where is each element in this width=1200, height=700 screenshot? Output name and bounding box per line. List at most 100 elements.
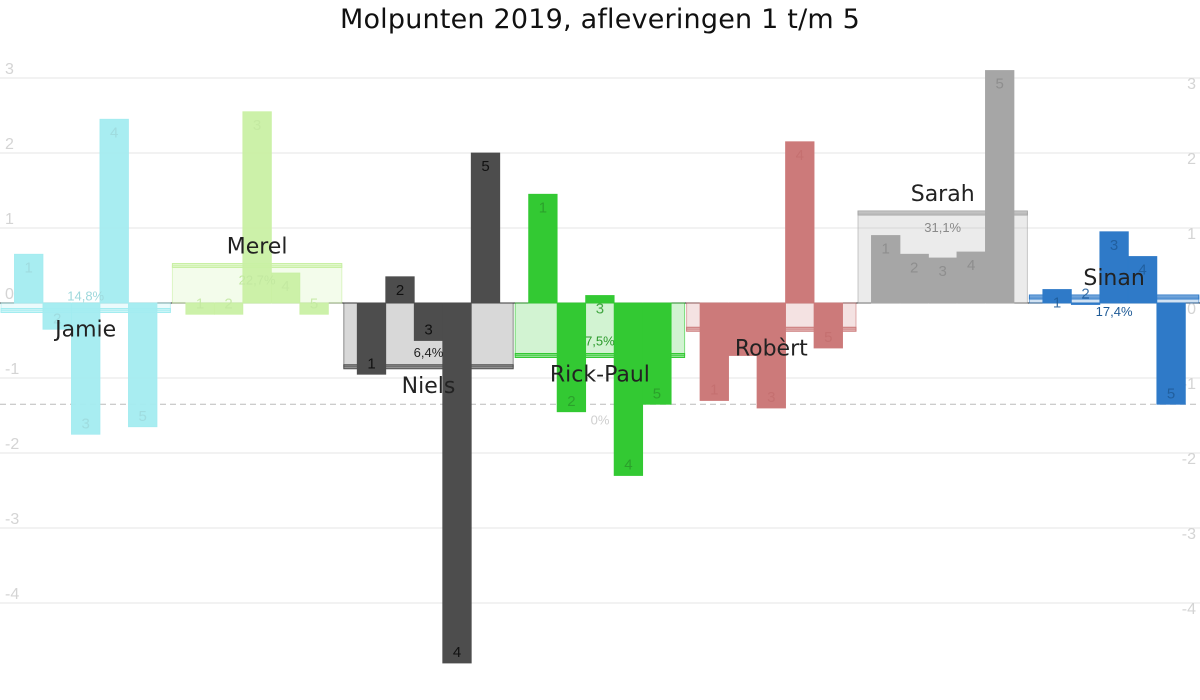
bar	[928, 257, 958, 304]
bar	[356, 302, 387, 375]
bar	[442, 302, 472, 664]
bar	[985, 70, 1015, 304]
y-tick-label-right: -2	[1182, 451, 1196, 468]
bar	[1042, 289, 1072, 304]
bar	[71, 302, 101, 435]
participant-name: Sinan	[1083, 266, 1144, 291]
bar	[613, 302, 644, 476]
episode-label: 4	[281, 278, 289, 295]
episode-label: 4	[1138, 262, 1146, 279]
average-line	[514, 353, 686, 358]
y-tick-label-left: -2	[5, 436, 19, 453]
episode-label: 3	[82, 415, 90, 432]
episode-label: 3	[1110, 237, 1118, 254]
episode-label: 4	[967, 257, 975, 274]
bar	[242, 111, 272, 304]
y-tick-label-left: -1	[5, 361, 19, 378]
y-tick-label-left: -4	[5, 586, 19, 603]
participant-name: Niels	[402, 374, 456, 399]
episode-label: 3	[424, 322, 432, 339]
episode-label: 2	[396, 282, 404, 299]
bar	[871, 235, 901, 304]
bar	[14, 253, 44, 304]
average-line	[857, 210, 1028, 216]
episode-label: 5	[481, 158, 489, 175]
bar	[1127, 256, 1158, 304]
episode-label: 5	[996, 76, 1004, 93]
episode-label: 1	[196, 295, 204, 312]
participant-name: Rick-Paul	[550, 363, 650, 388]
episode-label: 1	[710, 382, 718, 399]
y-tick-label-left: -3	[5, 511, 19, 528]
y-tick-label-right: 3	[1187, 76, 1196, 93]
bar	[785, 141, 815, 304]
episode-label: 5	[653, 385, 661, 402]
episode-label: 3	[939, 263, 947, 280]
episode-label: 5	[1167, 385, 1175, 402]
bar	[385, 276, 415, 304]
percentage-label: 7,5%	[585, 334, 615, 349]
episode-label: 4	[796, 147, 804, 164]
bar	[1070, 302, 1101, 305]
y-tick-label-right: -3	[1182, 526, 1196, 543]
bar	[128, 302, 158, 428]
bar	[470, 152, 501, 304]
bar	[1099, 231, 1129, 304]
episode-label: 3	[596, 301, 604, 318]
y-tick-label-right: 2	[1187, 151, 1196, 168]
bar	[1156, 302, 1186, 405]
bar	[813, 302, 843, 349]
episode-label: 4	[110, 124, 118, 141]
episode-label: 2	[53, 310, 61, 327]
episode-label: 1	[25, 259, 33, 276]
episode-label: 2	[739, 337, 747, 354]
episode-label: 4	[624, 457, 632, 474]
y-tick-label-left: 1	[5, 211, 14, 228]
percentage-label: 14,8%	[67, 289, 104, 304]
participant-name: Sarah	[911, 182, 975, 207]
y-tick-label-right: -4	[1182, 601, 1196, 618]
episode-label: 3	[767, 389, 775, 406]
episode-label: 5	[824, 329, 832, 346]
bar	[642, 302, 672, 405]
episode-label: 5	[139, 408, 147, 425]
episode-label: 1	[367, 355, 375, 372]
episode-label: 4	[453, 644, 461, 661]
average-line	[343, 364, 514, 370]
bar	[528, 193, 558, 304]
chart-title: Molpunten 2019, afleveringen 1 t/m 5	[339, 4, 861, 35]
episode-label: 5	[310, 295, 318, 312]
bar	[556, 302, 587, 413]
y-tick-label-left: 2	[5, 136, 14, 153]
bar	[699, 302, 729, 401]
y-tick-label-left: 0	[5, 286, 14, 303]
bar	[270, 272, 301, 304]
bar	[99, 118, 129, 304]
episode-label: 1	[882, 241, 890, 258]
episode-label: 3	[253, 117, 261, 134]
bar	[956, 251, 986, 304]
bar	[728, 302, 758, 356]
percentage-label: 6,4%	[414, 345, 444, 360]
bar	[213, 302, 244, 315]
episode-label: 2	[567, 393, 575, 410]
episode-label: 1	[539, 199, 547, 216]
y-tick-label-right: 1	[1187, 226, 1196, 243]
bar	[299, 302, 329, 315]
episode-label: 2	[224, 295, 232, 312]
participant-name: Jamie	[53, 318, 116, 343]
episode-label: 2	[1081, 286, 1089, 303]
reference-label: 0%	[591, 412, 610, 427]
episode-label: 1	[1053, 295, 1061, 312]
bar	[585, 295, 615, 304]
percentage-label: 31,1%	[924, 220, 961, 235]
episode-label: 2	[910, 259, 918, 276]
participant-name: Merel	[227, 235, 288, 260]
percentage-label: 22,7%	[239, 273, 276, 288]
y-tick-label-left: 3	[5, 61, 14, 78]
percentage-label: 17,4%	[1096, 304, 1133, 319]
bar	[756, 302, 786, 409]
participant-name: Robèrt	[735, 336, 808, 361]
y-tick-label-right: 0	[1187, 301, 1196, 318]
